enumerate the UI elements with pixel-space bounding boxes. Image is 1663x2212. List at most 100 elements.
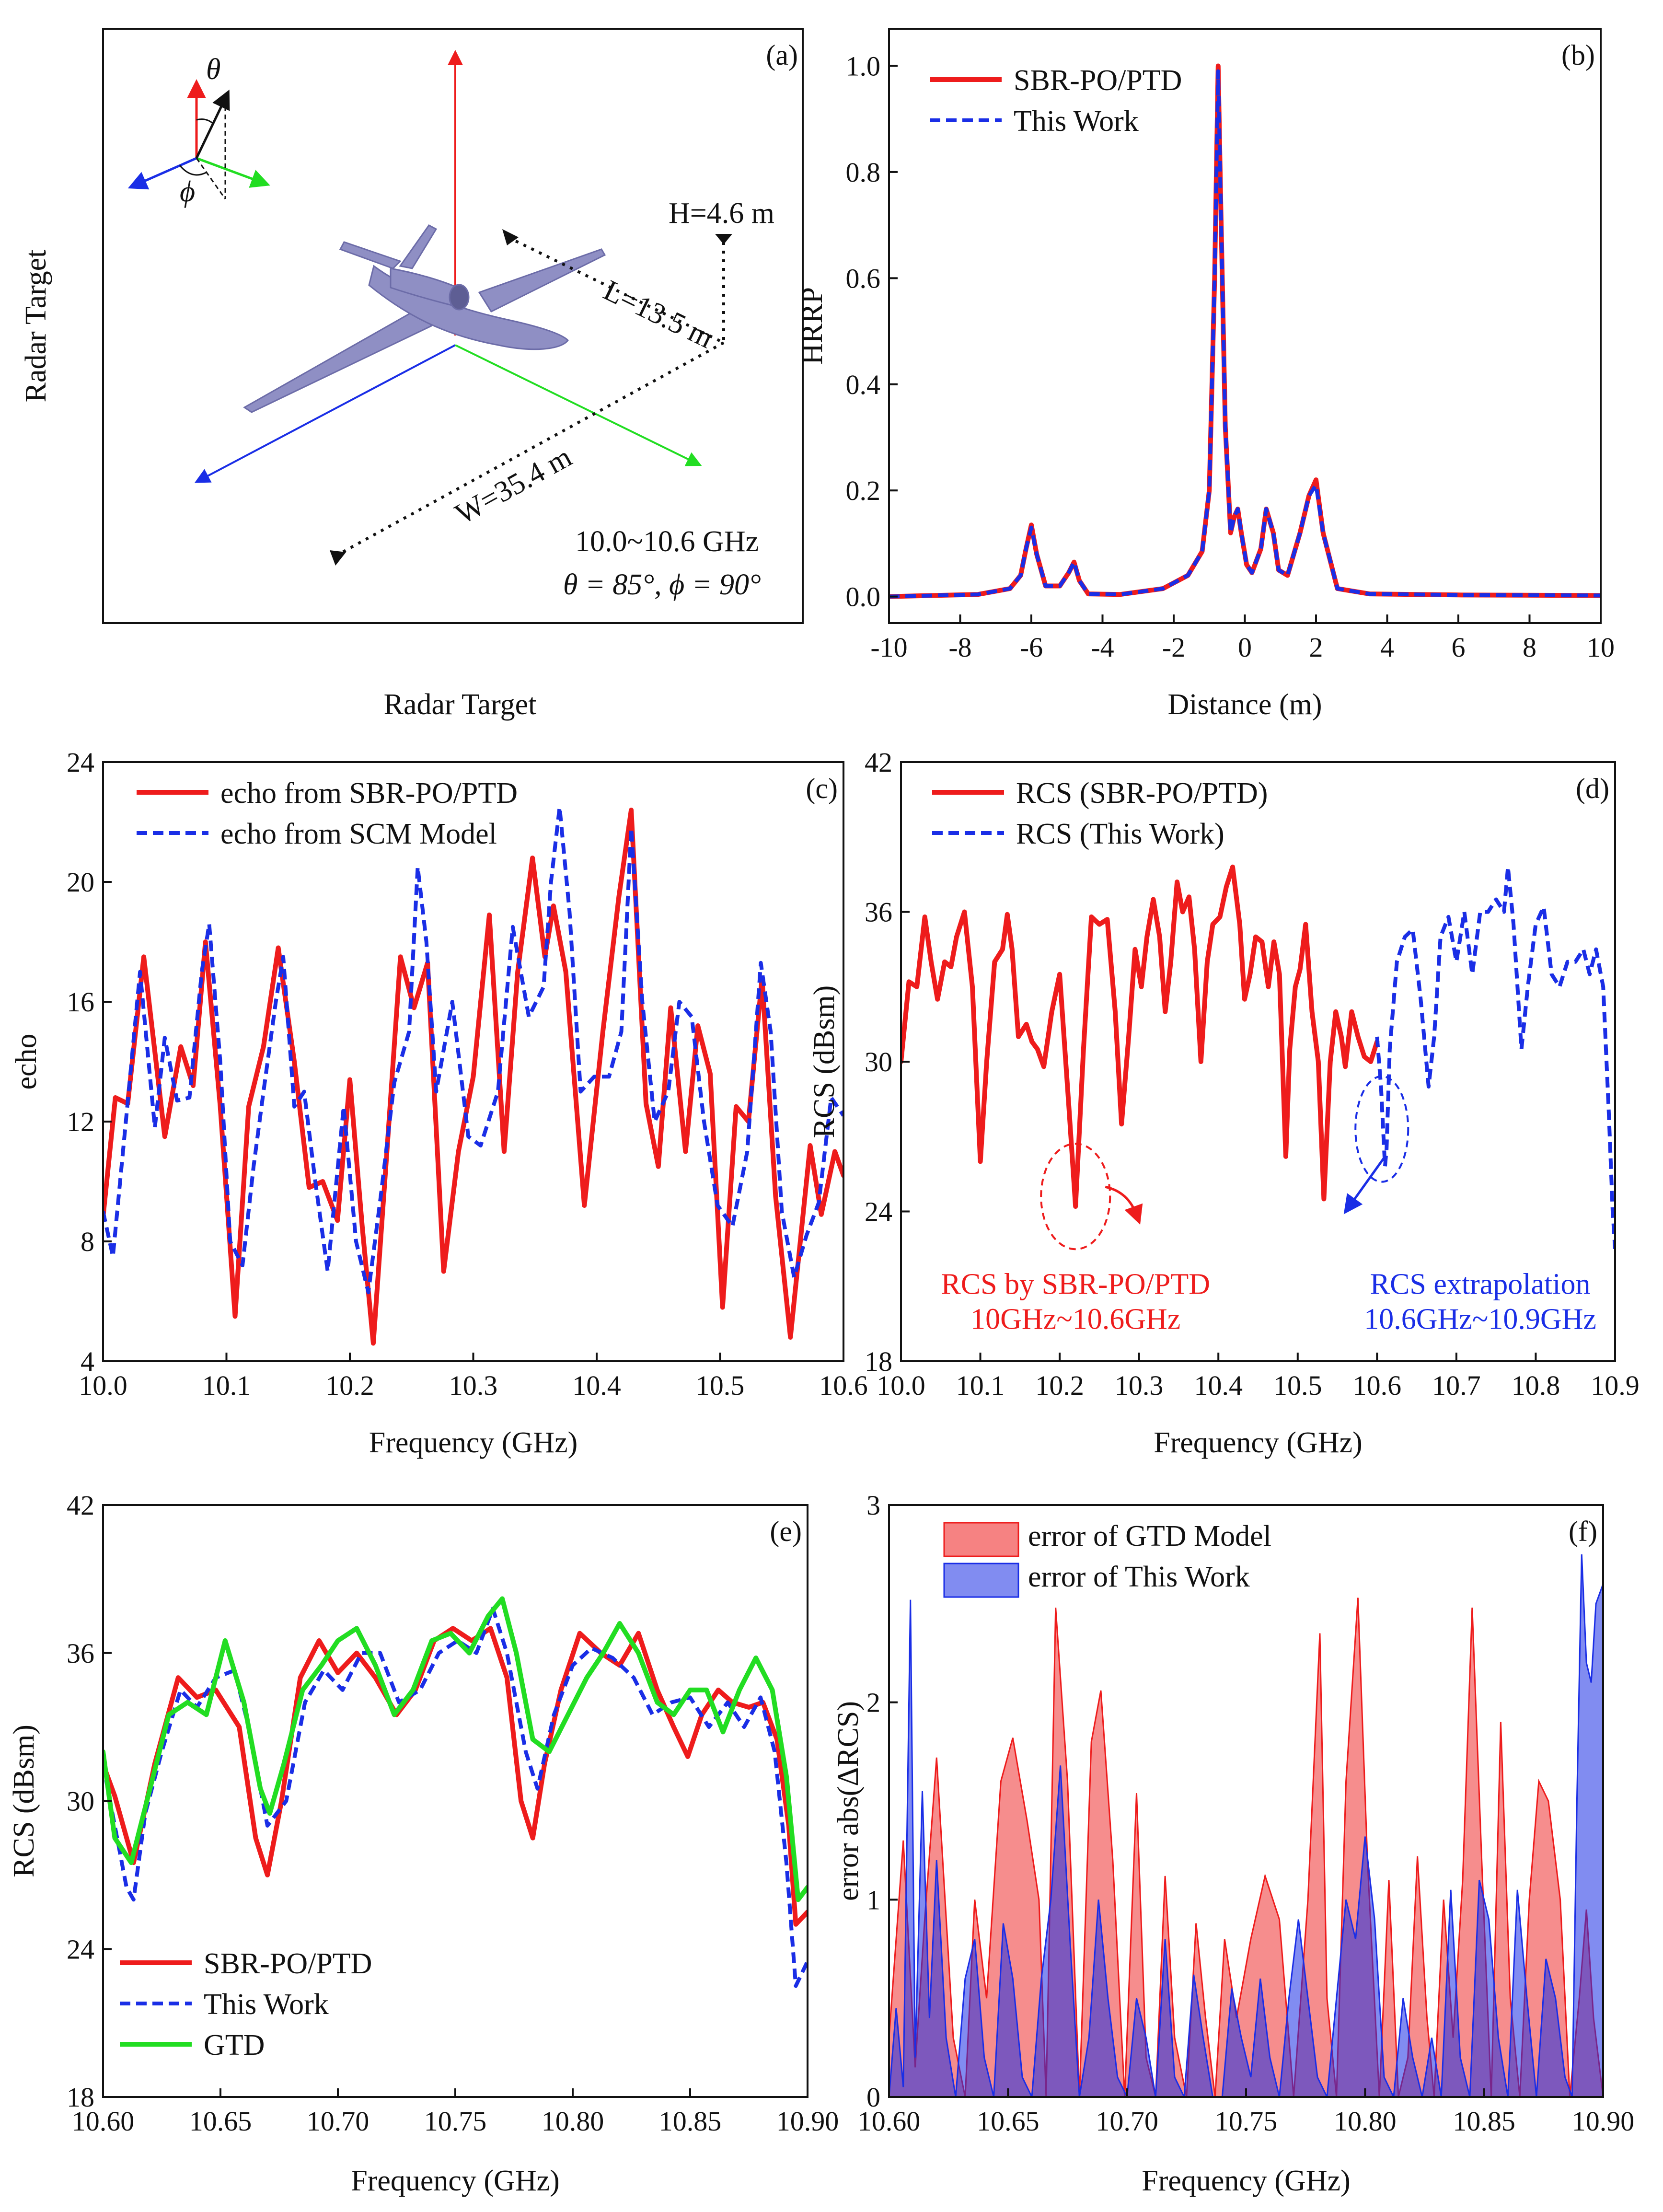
legend-label-f-0: error of GTD Model [1028, 1520, 1271, 1552]
annotation-right-line2: 10.6GHz~10.9GHz [1364, 1303, 1596, 1335]
angle-theta-text: θ = 85°, [563, 568, 662, 601]
annotation-arrow-right [1343, 1156, 1386, 1215]
x-tick-label-c: 10.1 [202, 1370, 251, 1401]
panel-f: 10.60 10.65 10.70 10.75 10.80 10.85 10.90 0 1 2 3 F… [832, 1490, 1634, 2197]
y-tick-label-b: 0.6 [846, 263, 881, 294]
aircraft-tail-left [339, 241, 402, 269]
orientation-x-axis [127, 157, 197, 190]
x-tick-label-d: 10.0 [877, 1370, 925, 1401]
x-tick-label-e: 10.80 [542, 2106, 604, 2137]
annotation-left-line2: 10GHz~10.6GHz [970, 1303, 1180, 1335]
frequency-text: 10.0~10.6 GHz [575, 525, 759, 558]
orientation-y-axis [196, 157, 270, 188]
series-d-0-line [901, 864, 1380, 1209]
legend-label-e-0: SBR-PO/PTD [204, 1947, 372, 1980]
x-tick-label-d: 10.4 [1194, 1370, 1243, 1401]
y-tick-label-d: 24 [865, 1196, 892, 1228]
x-axis-label-e: Frequency (GHz) [351, 2165, 560, 2197]
x-tick-label-d: 10.9 [1591, 1370, 1640, 1401]
series-b-0-line [889, 63, 1601, 599]
series-c-0-line [103, 808, 843, 1346]
x-tick-label-f: 10.70 [1096, 2106, 1158, 2137]
x-axis-label-b: Distance (m) [1168, 688, 1322, 721]
phi-symbol: ϕ [180, 175, 195, 208]
panel-a-label: (a) [766, 39, 798, 71]
x-tick-label-b: -4 [1091, 632, 1114, 663]
y-axis-label-b: HRRP [796, 287, 829, 365]
y-tick-label-d: 42 [865, 747, 892, 778]
width-end-marker [330, 550, 346, 566]
y-tick-label-f: 0 [866, 2082, 880, 2113]
panel-a-frame [102, 28, 804, 624]
x-tick-label-c: 10.6 [819, 1370, 868, 1401]
series-c-1-line [103, 805, 843, 1295]
aircraft-tail-right [399, 224, 438, 269]
x-tick-label-d: 10.5 [1273, 1370, 1322, 1401]
x-axis-label-f: Frequency (GHz) [1142, 2165, 1351, 2197]
x-tick-label-b: 6 [1452, 632, 1466, 663]
series-f-1-line [889, 1554, 1603, 2097]
y-tick-label-e: 18 [67, 2082, 94, 2113]
height-text: H=4.6 m [669, 197, 774, 230]
y-tick-label-e: 42 [67, 1490, 94, 1521]
orientation-ground-line [196, 158, 226, 199]
series-b-1-line [889, 69, 1601, 599]
x-tick-label-e: 10.65 [189, 2106, 252, 2137]
x-tick-label-f: 10.80 [1334, 2106, 1397, 2137]
panel-a: (a) Radar Target Radar Target θ ϕ [20, 28, 804, 721]
x-tick-label-b: -8 [948, 632, 971, 663]
target-y-axis [455, 344, 702, 466]
x-tick-label-f: 10.85 [1453, 2106, 1515, 2137]
legend-label-c-0: echo from SBR-PO/PTD [220, 777, 518, 810]
y-axis-label-d: RCS (dBsm) [808, 985, 841, 1138]
annotation-arrow-left [1105, 1185, 1143, 1225]
y-tick-label-b: 0.8 [846, 157, 881, 188]
angle-phi-text: ϕ = 90° [669, 568, 761, 601]
x-tick-label-e: 10.85 [659, 2106, 722, 2137]
y-tick-label-b: 1.0 [846, 51, 881, 82]
annotation-circle-right [1354, 1075, 1409, 1183]
target-x-axis [194, 344, 456, 483]
x-tick-label-b: 0 [1238, 632, 1252, 663]
phi-arc [179, 165, 207, 176]
orientation-axes: θ ϕ [127, 53, 270, 208]
x-tick-label-c: 10.5 [696, 1370, 745, 1401]
panel-b: -10 -8 -6 -4 -2 0 2 4 6 8 10 0.0 0.2 0.4 0.6 0.8 1.0 Dist… [796, 28, 1615, 721]
legend-label-b-0: SBR-PO/PTD [1014, 64, 1182, 97]
aircraft-right-wing [478, 248, 606, 313]
legend-label-d-1: RCS (This Work) [1016, 818, 1224, 850]
aircraft-left-wing [243, 305, 433, 413]
y-tick-label-f: 2 [866, 1687, 880, 1718]
legend-label-d-0: RCS (SBR-PO/PTD) [1016, 777, 1268, 810]
annotation-right-line1: RCS extrapolation [1370, 1268, 1591, 1300]
annotation-circle-left [1040, 1143, 1111, 1251]
y-tick-label-c: 12 [67, 1106, 94, 1137]
y-axis-label-f: error abs(ΔRCS) [832, 1701, 865, 1901]
x-tick-label-f: 10.65 [977, 2106, 1039, 2137]
panel-label-b: (b) [1561, 39, 1595, 71]
panel-e: 10.60 10.65 10.70 10.75 10.80 10.85 10.90 18 24 3… [8, 1490, 839, 2197]
x-tick-label-e: 10.75 [424, 2106, 487, 2137]
x-tick-label-e: 10.90 [776, 2106, 839, 2137]
plot-frame-b [888, 28, 1602, 624]
width-text: W=35.4 m [450, 440, 577, 531]
x-tick-label-b: 8 [1523, 632, 1536, 663]
x-axis-label-d: Frequency (GHz) [1154, 1426, 1363, 1459]
y-tick-label-f: 1 [866, 1884, 880, 1915]
legend-label-f-1: error of This Work [1028, 1561, 1250, 1593]
legend-swatch-f-0 [943, 1522, 1019, 1557]
legend-swatch-f-1 [943, 1563, 1019, 1598]
length-text: L=13.5 m [599, 274, 718, 355]
panel-label-e: (e) [770, 1516, 802, 1547]
x-tick-label-e: 10.60 [72, 2106, 135, 2137]
dimension-lines [335, 236, 725, 557]
x-tick-label-b: -6 [1020, 632, 1043, 663]
series-e-0-line [103, 1626, 808, 1927]
panel-d: 10.0 10.1 10.2 10.3 10.4 10.5 10.6 10.7 10.8 10.9… [808, 747, 1640, 1459]
x-tick-label-b: -2 [1162, 632, 1185, 663]
y-tick-label-c: 20 [67, 867, 94, 898]
aircraft-model [243, 224, 606, 413]
x-tick-label-f: 10.60 [858, 2106, 921, 2137]
legend-label-e-1: This Work [204, 1988, 329, 2021]
